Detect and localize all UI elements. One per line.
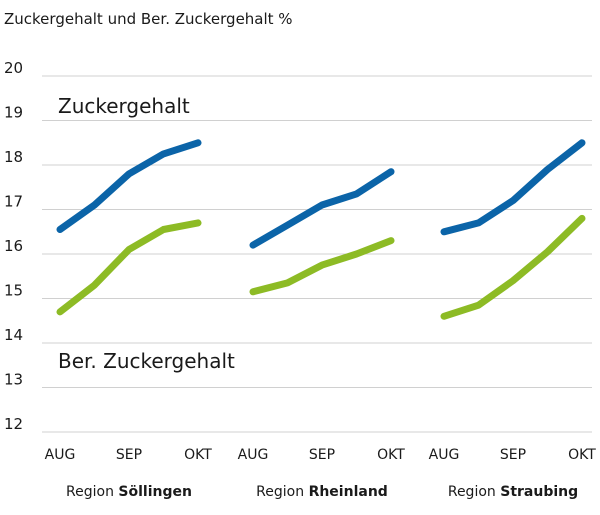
- x-tick-label: SEP: [500, 447, 526, 463]
- region-label: Region Söllingen: [66, 484, 192, 500]
- series-line-zuckergehalt-2: [249, 168, 395, 249]
- x-tick-label: OKT: [568, 447, 596, 463]
- x-tick-label: SEP: [116, 447, 142, 463]
- series-line-zuckergehalt-1: [56, 139, 202, 233]
- y-tick-label: 16: [4, 237, 23, 255]
- series-label-ber-zuckergehalt: Ber. Zuckergehalt: [58, 349, 235, 373]
- x-tick-label: OKT: [184, 447, 212, 463]
- series-line-ber-zuckergehalt-2: [249, 237, 395, 296]
- y-tick-label: 14: [4, 326, 23, 344]
- y-tick-label: 19: [4, 104, 23, 122]
- series-lines: [56, 139, 586, 320]
- x-tick-label: SEP: [309, 447, 335, 463]
- chart-title: Zuckergehalt und Ber. Zuckergehalt %: [4, 10, 293, 28]
- y-tick-label: 12: [4, 415, 23, 433]
- y-tick-label: 15: [4, 282, 23, 300]
- region-label: Region Rheinland: [256, 484, 388, 500]
- series-line-ber-zuckergehalt-1: [56, 219, 202, 316]
- x-tick-label: AUG: [45, 447, 76, 463]
- series-label-zuckergehalt: Zuckergehalt: [58, 94, 190, 118]
- x-tick-label: OKT: [377, 447, 405, 463]
- series-line-zuckergehalt-3: [440, 139, 586, 236]
- y-tick-label: 20: [4, 59, 23, 77]
- region-label: Region Straubing: [448, 484, 578, 500]
- x-tick-label: AUG: [429, 447, 460, 463]
- x-tick-label: AUG: [238, 447, 269, 463]
- y-tick-label: 13: [4, 371, 23, 389]
- x-axis-ticks: AUG SEP OKT AUG SEP OKT AUG SEP OKT: [45, 447, 597, 463]
- series-line-ber-zuckergehalt-3: [440, 214, 586, 320]
- region-labels: Region Söllingen Region Rheinland Region S…: [66, 484, 578, 500]
- y-axis-ticks: 12 13 14 15 16 17 18 19 20: [4, 59, 23, 433]
- y-tick-label: 18: [4, 148, 23, 166]
- y-tick-label: 17: [4, 193, 23, 211]
